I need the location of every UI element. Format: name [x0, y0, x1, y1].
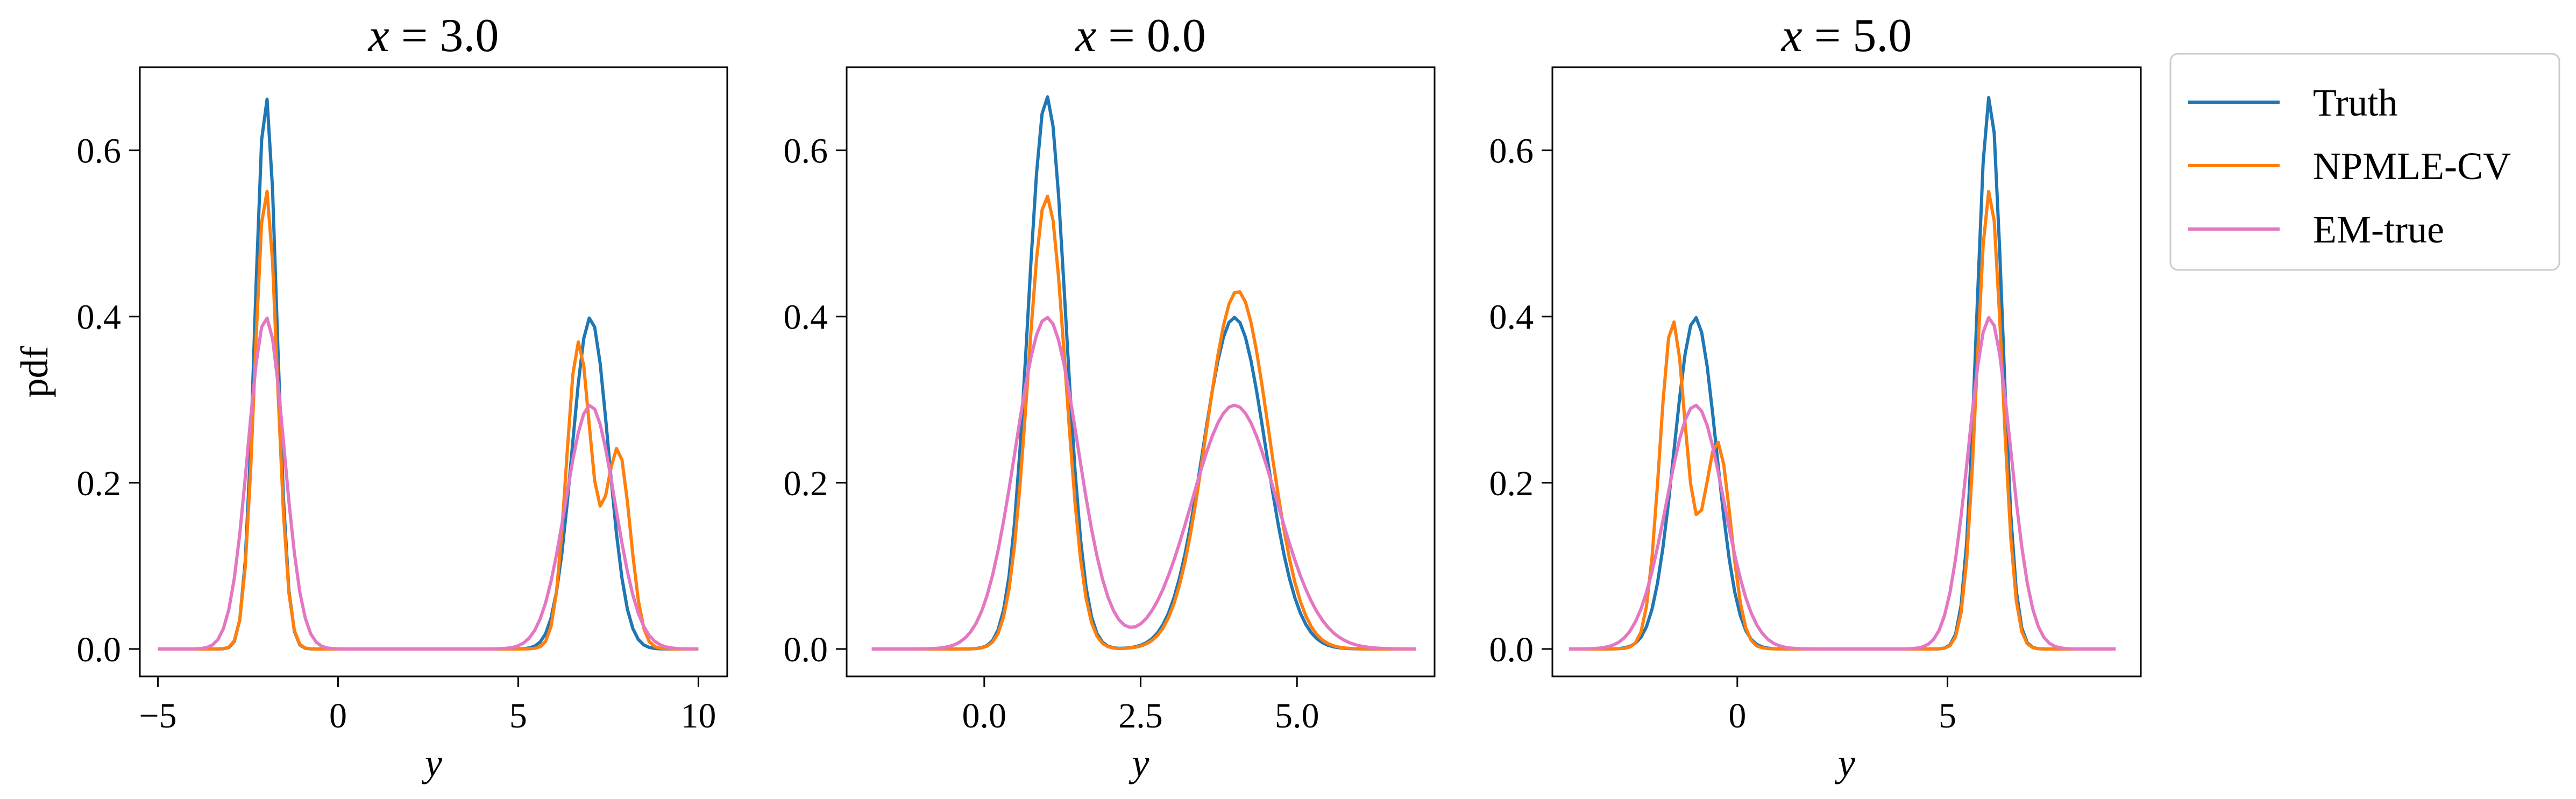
panel-title: x = 3.0 — [367, 10, 499, 62]
y-tick-label: 0.6 — [784, 132, 828, 171]
legend-label-npmle-cv: NPMLE-CV — [2313, 145, 2511, 188]
legend-label-em-true: EM-true — [2313, 208, 2444, 251]
panel-title-equals: = — [1108, 10, 1135, 62]
series-line-em-true — [871, 316, 1416, 651]
panel-title-variable: x — [1074, 10, 1096, 62]
y-tick-label: 0.4 — [77, 298, 122, 337]
x-axis-label: y — [1129, 741, 1149, 784]
legend-box — [2169, 53, 2560, 271]
panel-title-equals: = — [1814, 10, 1841, 62]
panel-title: x = 5.0 — [1780, 10, 1912, 62]
y-tick-label: 0.0 — [77, 630, 122, 669]
series-line-em-true — [158, 316, 699, 651]
panel-2: 0.0 2.5 5.00.00.20.40.6x = 0.0y — [784, 10, 1436, 784]
panel-title-equals: = — [401, 10, 428, 62]
axes-frame — [139, 66, 728, 677]
series-group — [1569, 96, 2116, 651]
x-axis-label: y — [421, 741, 442, 784]
x-tick-label: 0 — [329, 696, 347, 736]
legend-label-truth: Truth — [2313, 81, 2397, 124]
x-tick-label: 0.0 — [962, 696, 1007, 736]
series-line-npmle-cv — [871, 194, 1416, 651]
panel-1: −5 0 5 10 0.0 0.2 0.4 0.6 x = 3.0 y pdf — [13, 10, 728, 784]
series-line-em-true — [1569, 316, 2116, 651]
y-tick-label: 0.4 — [1489, 298, 1534, 337]
x-tick-label: −5 — [139, 696, 176, 736]
panel-3: 0 5 0.0 0.2 0.4 0.6 x = 5.0 y — [1489, 10, 2142, 784]
panel-title-variable: x — [367, 10, 389, 62]
x-tick-label: 5.0 — [1275, 696, 1319, 736]
y-tick-label: 0.2 — [1489, 464, 1534, 503]
y-tick-label: 0.0 — [1489, 630, 1534, 669]
x-tick-label: 5 — [509, 696, 527, 736]
series-group — [871, 95, 1416, 651]
x-axis-label: y — [1834, 741, 1855, 784]
x-tick-label: 10 — [680, 696, 716, 736]
panel-title-value: 0.0 — [1147, 10, 1206, 62]
y-tick-label: 0.4 — [784, 298, 828, 337]
series-group — [158, 97, 699, 651]
panel-title: x = 0.0 — [1074, 10, 1206, 62]
x-tick-label: 5 — [1939, 696, 1956, 736]
panel-title-variable: x — [1780, 10, 1803, 62]
y-axis-label: pdf — [13, 346, 56, 397]
y-tick-label: 0.0 — [784, 630, 828, 669]
x-tick-label: 2.5 — [1118, 696, 1163, 736]
panel-title-value: 5.0 — [1853, 10, 1912, 62]
y-tick-label: 0.2 — [77, 464, 122, 503]
y-tick-label: 0.6 — [77, 132, 122, 171]
y-tick-label: 0.6 — [1489, 132, 1534, 171]
axes-frame — [1551, 66, 2142, 677]
x-tick-label: 0 — [1728, 696, 1746, 736]
panel-title-value: 3.0 — [439, 10, 499, 62]
y-tick-label: 0.2 — [784, 464, 828, 503]
legend: Truth NPMLE-CV EM-true — [2169, 53, 2560, 271]
